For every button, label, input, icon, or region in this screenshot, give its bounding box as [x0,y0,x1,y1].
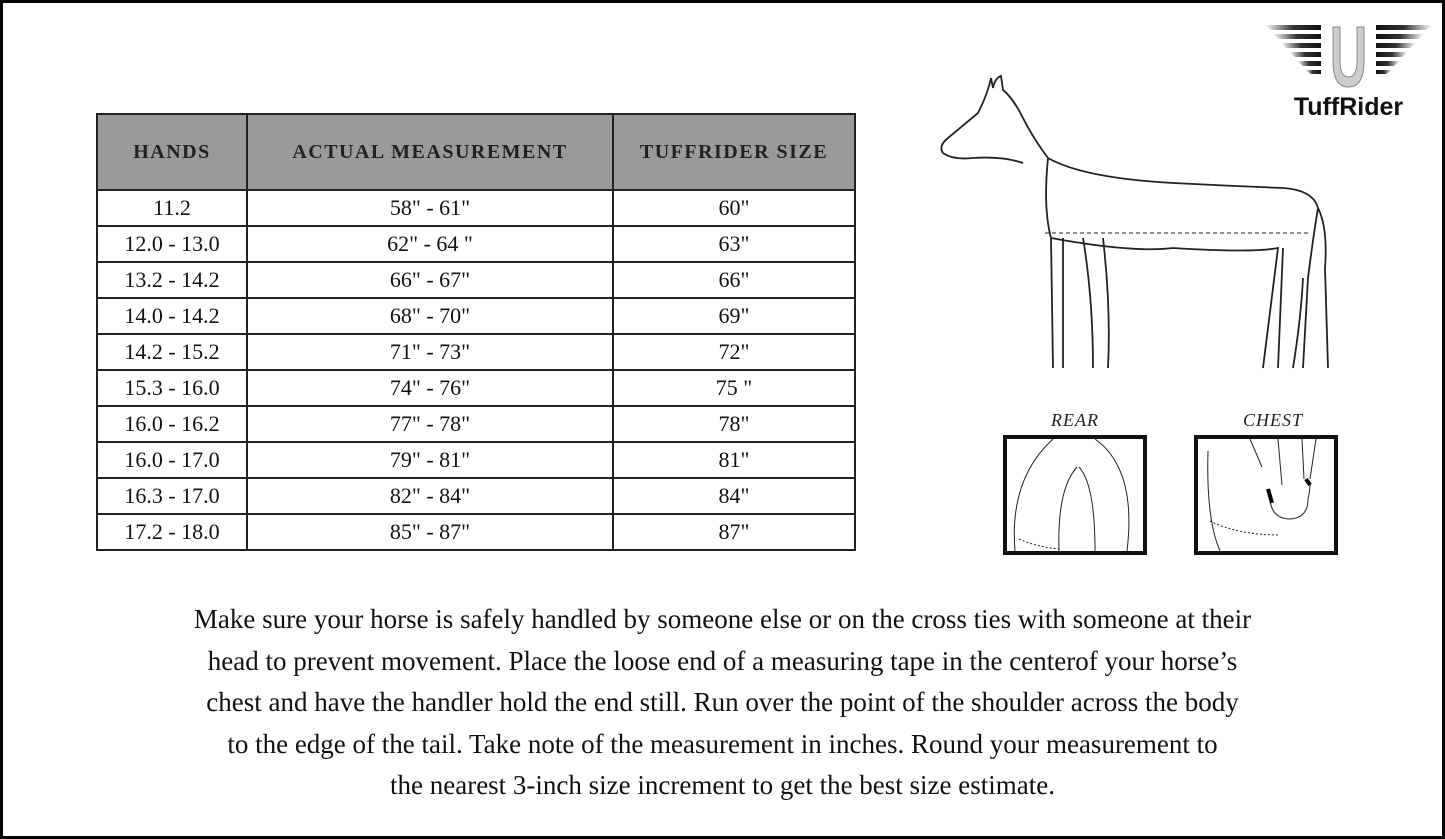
horse-rear-icon [1013,439,1130,551]
cell-tuffrider-size: 87" [612,513,856,551]
cell-actual-measurement: 62" - 64 " [246,225,614,263]
instruction-line: to the edge of the tail. Take note of th… [227,728,1218,759]
cell-hands: 13.2 - 14.2 [96,261,248,299]
chest-view-label: CHEST [1243,410,1304,430]
cell-actual-measurement: 79" - 81" [246,441,614,479]
tuffrider-logo: TuffRider [1261,21,1436,126]
cell-tuffrider-size: 75 " [612,369,856,407]
header-hands: HANDS [96,113,248,191]
winged-horseshoe-icon [1265,25,1432,88]
cell-actual-measurement: 66" - 67" [246,261,614,299]
instruction-line: head to prevent movement. Place the loos… [207,645,1238,676]
cell-actual-measurement: 68" - 70" [246,297,614,335]
cell-actual-measurement: 74" - 76" [246,369,614,407]
cell-hands: 15.3 - 16.0 [96,369,248,407]
cell-hands: 16.3 - 17.0 [96,477,248,515]
cell-tuffrider-size: 84" [612,477,856,515]
cell-tuffrider-size: 63" [612,225,856,263]
size-table: HANDS ACTUAL MEASUREMENT TUFFRIDER SIZE … [96,113,856,551]
cell-tuffrider-size: 81" [612,441,856,479]
cell-tuffrider-size: 66" [612,261,856,299]
cell-actual-measurement: 77" - 78" [246,405,614,443]
table-row: 15.3 - 16.0 74" - 76" 75 " [96,369,856,407]
table-header-row: HANDS ACTUAL MEASUREMENT TUFFRIDER SIZE [96,113,856,191]
table-row: 12.0 - 13.0 62" - 64 " 63" [96,225,856,263]
table-row: 16.3 - 17.0 82" - 84" 84" [96,477,856,515]
instruction-line: Make sure your horse is safely handled b… [193,604,1252,634]
instruction-line: the nearest 3-inch size increment to get… [390,770,1055,800]
table-row: 16.0 - 16.2 77" - 78" 78" [96,405,856,443]
table-row: 16.0 - 17.0 79" - 81" 81" [96,441,856,479]
cell-hands: 16.0 - 16.2 [96,405,248,443]
cell-actual-measurement: 82" - 84" [246,477,614,515]
cell-hands: 11.2 [96,189,248,227]
cell-hands: 14.2 - 15.2 [96,333,248,371]
cell-tuffrider-size: 78" [612,405,856,443]
instruction-line: chest and have the handler hold the end … [206,687,1239,717]
table-row: 17.2 - 18.0 85" - 87" 87" [96,513,856,551]
table-row: 11.2 58" - 61" 60" [96,189,856,227]
chest-view-diagram [1194,435,1338,555]
cell-hands: 14.0 - 14.2 [96,297,248,335]
logo-brand-text: TuffRider [1293,93,1404,121]
horse-chest-icon [1207,439,1317,551]
cell-tuffrider-size: 72" [612,333,856,371]
table-row: 14.2 - 15.2 71" - 73" 72" [96,333,856,371]
rear-view-diagram [1003,435,1147,555]
rear-view-label: REAR [1051,410,1099,430]
cell-actual-measurement: 85" - 87" [246,513,614,551]
cell-hands: 16.0 - 17.0 [96,441,248,479]
cell-hands: 17.2 - 18.0 [96,513,248,551]
header-actual-measurement: ACTUAL MEASUREMENT [246,113,614,191]
measuring-instructions: Make sure your horse is safely handled b… [23,599,1422,807]
table-row: 13.2 - 14.2 66" - 67" 66" [96,261,856,299]
header-tuffrider-size: TUFFRIDER SIZE [612,113,856,191]
horse-outline-illustration [940,74,1329,369]
cell-tuffrider-size: 60" [612,189,856,227]
cell-actual-measurement: 71" - 73" [246,333,614,371]
table-row: 14.0 - 14.2 68" - 70" 69" [96,297,856,335]
cell-hands: 12.0 - 13.0 [96,225,248,263]
cell-tuffrider-size: 69" [612,297,856,335]
cell-actual-measurement: 58" - 61" [246,189,614,227]
